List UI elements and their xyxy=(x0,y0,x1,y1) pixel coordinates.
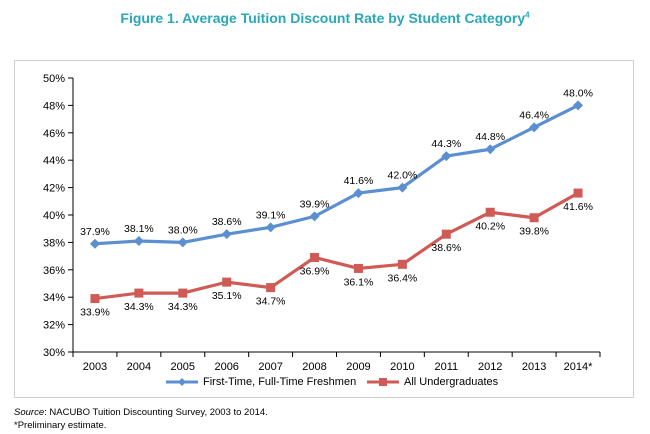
x-tick-label: 2013 xyxy=(522,361,546,373)
data-label-freshmen: 38.0% xyxy=(168,224,198,236)
x-tick-label: 2010 xyxy=(390,361,414,373)
legend-item-undergraduates: All Undergraduates xyxy=(366,376,498,388)
data-point-freshmen xyxy=(309,211,320,222)
y-tick-label: 44% xyxy=(43,155,65,167)
x-tick-label: 2004 xyxy=(127,361,151,373)
data-label-freshmen: 38.1% xyxy=(124,223,154,235)
data-point-undergraduates xyxy=(529,213,539,223)
data-label-undergraduates: 36.4% xyxy=(387,272,417,284)
source-text: : NACUBO Tuition Discounting Survey, 200… xyxy=(44,407,268,418)
y-tick-label: 32% xyxy=(43,320,65,332)
data-label-undergraduates: 34.7% xyxy=(256,296,286,308)
x-tick-label: 2007 xyxy=(258,361,282,373)
y-tick-label: 34% xyxy=(43,292,65,304)
y-tick-label: 46% xyxy=(43,128,65,140)
data-label-freshmen: 46.4% xyxy=(519,109,549,121)
data-label-freshmen: 37.9% xyxy=(80,226,110,238)
y-tick-label: 50% xyxy=(43,73,65,85)
data-label-freshmen: 41.6% xyxy=(344,175,374,187)
x-tick-label: 2003 xyxy=(83,361,107,373)
data-label-undergraduates: 36.9% xyxy=(300,265,330,277)
data-point-undergraduates xyxy=(353,263,363,273)
y-tick-label: 38% xyxy=(43,237,65,249)
y-tick-label: 42% xyxy=(43,183,65,195)
data-label-undergraduates: 34.3% xyxy=(168,301,198,313)
x-tick-label: 2012 xyxy=(478,361,502,373)
x-tick-label: 2006 xyxy=(214,361,238,373)
data-label-freshmen: 44.8% xyxy=(475,131,505,143)
data-point-freshmen xyxy=(265,222,276,233)
data-label-freshmen: 38.6% xyxy=(212,216,242,228)
series-line-undergraduates xyxy=(94,191,579,301)
y-tick-label: 30% xyxy=(43,347,65,359)
data-label-undergraduates: 36.1% xyxy=(344,276,374,288)
chart-footer: Source: NACUBO Tuition Discounting Surve… xyxy=(14,406,268,432)
y-tick-label: 36% xyxy=(43,265,65,277)
x-tick-label: 2011 xyxy=(434,361,458,373)
legend-label-undergraduates: All Undergraduates xyxy=(404,376,499,388)
legend-swatch-freshmen xyxy=(166,378,198,386)
data-point-undergraduates xyxy=(222,277,232,287)
x-tick-label: 2014* xyxy=(564,361,593,373)
preliminary-note: *Preliminary estimate. xyxy=(14,420,107,431)
chart-title: Figure 1. Average Tuition Discount Rate … xyxy=(0,10,650,26)
data-label-freshmen: 48.0% xyxy=(563,87,593,99)
data-label-freshmen: 44.3% xyxy=(431,138,461,150)
data-label-freshmen: 39.9% xyxy=(300,198,330,210)
data-label-undergraduates: 39.8% xyxy=(519,226,549,238)
data-point-undergraduates xyxy=(397,259,407,269)
data-point-undergraduates xyxy=(485,207,495,217)
y-tick-label: 40% xyxy=(43,210,65,222)
chart-title-text: Figure 1. Average Tuition Discount Rate … xyxy=(120,10,526,26)
data-point-undergraduates xyxy=(90,294,100,304)
data-point-freshmen xyxy=(89,238,100,249)
data-label-freshmen: 39.1% xyxy=(256,209,286,221)
data-point-undergraduates xyxy=(573,188,583,198)
data-point-undergraduates xyxy=(134,288,144,298)
source-label: Source xyxy=(14,407,45,418)
data-point-freshmen xyxy=(353,188,364,199)
chart-frame xyxy=(14,60,634,398)
data-point-freshmen xyxy=(441,151,452,162)
source-note: Source: NACUBO Tuition Discounting Surve… xyxy=(14,406,268,419)
data-point-freshmen xyxy=(573,100,584,111)
data-label-undergraduates: 33.9% xyxy=(80,307,110,319)
data-point-freshmen xyxy=(221,229,232,240)
chart-title-footnote-mark: 4 xyxy=(525,10,530,20)
data-label-undergraduates: 38.6% xyxy=(431,242,461,254)
data-label-freshmen: 42.0% xyxy=(387,170,417,182)
x-tick-label: 2005 xyxy=(171,361,195,373)
data-point-freshmen xyxy=(133,236,144,247)
data-point-undergraduates xyxy=(441,229,451,239)
y-tick-label: 48% xyxy=(43,100,65,112)
data-label-undergraduates: 41.6% xyxy=(563,201,593,213)
series-line-freshmen xyxy=(94,103,579,246)
data-label-undergraduates: 35.1% xyxy=(212,290,242,302)
legend-item-freshmen: First-Time, Full-Time Freshmen xyxy=(165,376,356,388)
x-tick-label: 2008 xyxy=(302,361,326,373)
x-tick-label: 2009 xyxy=(346,361,370,373)
data-point-undergraduates xyxy=(266,283,276,293)
data-point-freshmen xyxy=(529,122,540,133)
data-point-undergraduates xyxy=(178,288,188,298)
data-point-freshmen xyxy=(177,237,188,248)
data-point-freshmen xyxy=(485,144,496,155)
legend-label-freshmen: First-Time, Full-Time Freshmen xyxy=(203,376,357,388)
legend-swatch-undergraduates xyxy=(367,378,399,386)
data-point-undergraduates xyxy=(310,252,320,262)
data-label-undergraduates: 40.2% xyxy=(475,220,505,232)
data-point-freshmen xyxy=(397,182,408,193)
data-label-undergraduates: 34.3% xyxy=(124,301,154,313)
